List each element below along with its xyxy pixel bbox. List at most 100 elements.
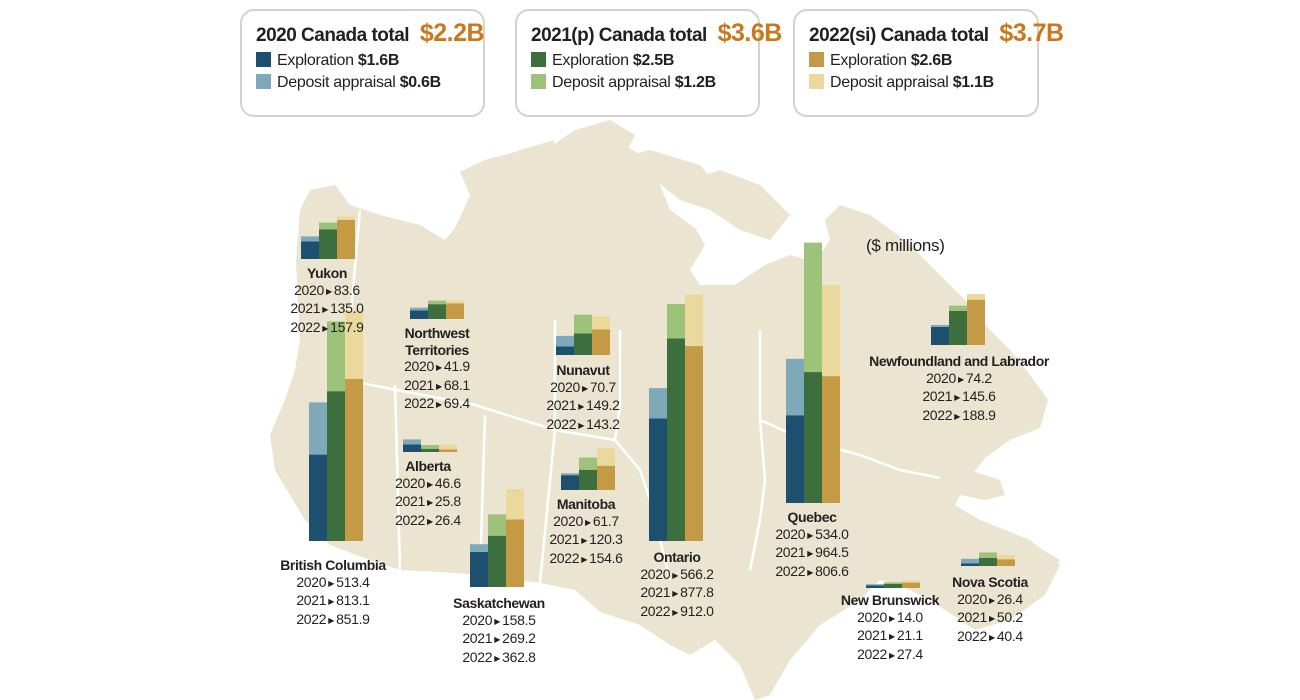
value-label: 566.2: [680, 565, 714, 582]
region-value-row: 2020 ▶ 534.0: [702, 526, 922, 545]
british-columbia-2021-exploration-bar: [327, 391, 345, 541]
region-value-row: 2022 ▶ 157.9: [217, 319, 437, 338]
triangle-right-icon: ▶: [989, 595, 995, 605]
year-label: 2022: [549, 549, 580, 566]
region-value-row: 2020 ▶ 41.9: [327, 358, 547, 377]
year-label: 2021: [296, 592, 327, 608]
british-columbia-2021-deposit-bar: [327, 321, 345, 392]
year-label: 2022: [395, 511, 426, 528]
quebec-2021-deposit-bar: [804, 242, 822, 373]
region-value-row: 2021 ▶ 149.2: [473, 397, 693, 416]
nunavut-2022-deposit-bar: [592, 316, 610, 330]
value-label: 61.7: [592, 512, 619, 529]
year-label: 2020: [296, 573, 327, 590]
nova-scotia-2021-exploration-bar: [979, 557, 997, 566]
value-label: 154.6: [589, 549, 623, 566]
value-label: 877.8: [680, 584, 714, 600]
yukon-2020-exploration-bar: [301, 241, 319, 259]
manitoba-2020-exploration-bar: [561, 475, 579, 490]
region-label-quebec: Quebec 2020 ▶ 534.0 2021 ▶ 964.5 2022 ▶ 806.6: [702, 509, 922, 581]
region-value-row: 2022 ▶ 362.8: [389, 649, 609, 668]
alberta-2022-deposit-bar: [439, 444, 457, 450]
region-value-row: 2020 ▶ 46.6: [318, 475, 538, 494]
value-label: 46.6: [434, 474, 461, 491]
deposit-swatch: [809, 74, 824, 89]
region-value-row: 2022 ▶ 188.9: [849, 407, 1069, 426]
triangle-right-icon: ▶: [958, 374, 964, 384]
newfoundland-and-labrador-2020-exploration-bar: [931, 326, 949, 345]
legend-exploration-row: Exploration $2.5B: [531, 52, 746, 70]
legend-heading: 2020 Canada total $2.2B: [256, 19, 485, 48]
yukon-2020-deposit-bar: [301, 236, 319, 242]
new-brunswick-2022-exploration-bar: [902, 582, 920, 588]
region-value-row: 2020 ▶ 83.6: [217, 282, 437, 301]
year-label: 2022: [546, 415, 577, 432]
saskatchewan-2020-exploration-bar: [470, 551, 488, 587]
region-name: Nunavut: [556, 362, 610, 378]
nunavut-2020-exploration-bar: [556, 346, 574, 355]
new-brunswick-2022-deposit-bar: [902, 580, 920, 583]
legend-exploration-label: Exploration: [277, 52, 354, 69]
quebec-2020-exploration-bar: [786, 415, 804, 503]
region-name: Quebec: [787, 509, 837, 525]
triangle-right-icon: ▶: [322, 305, 329, 314]
region-value-row: 2021 ▶ 120.3: [476, 531, 696, 550]
value-label: 269.2: [502, 630, 536, 646]
alberta-2021-deposit-bar: [421, 445, 439, 449]
region-value-row: 2020 ▶ 158.5: [389, 612, 609, 631]
legend-total: $3.6B: [717, 19, 783, 47]
value-label: 14.0: [896, 608, 923, 625]
yukon-2021-deposit-bar: [319, 222, 337, 230]
nunavut-2021-deposit-bar: [574, 314, 592, 334]
triangle-right-icon: ▶: [578, 402, 585, 411]
nova-scotia-2021-deposit-bar: [979, 552, 997, 558]
region-value-row: 2020 ▶ 14.0: [780, 609, 1000, 628]
value-label: 813.1: [336, 592, 370, 608]
value-label: 40.4: [996, 627, 1023, 644]
year-label: 2020: [640, 565, 671, 582]
region-value-row: 2021 ▶ 877.8: [567, 584, 787, 603]
quebec-2021-exploration-bar: [804, 372, 822, 503]
region-name: Alberta: [405, 458, 451, 474]
region-value-row: 2021 ▶ 25.8: [318, 493, 538, 512]
legend-exploration-row: Exploration $2.6B: [809, 52, 1025, 70]
ontario-2022-deposit-bar: [685, 294, 703, 347]
legend-label: 2022(si) Canada total: [809, 25, 989, 46]
region-value-row: 2020 ▶ 513.4: [223, 574, 443, 593]
year-label: 2022: [857, 645, 888, 662]
legend-2022: 2022(si) Canada total $3.7B Exploration …: [793, 9, 1064, 117]
legend-label: 2021(p) Canada total: [531, 25, 707, 46]
deposit-swatch: [531, 74, 546, 89]
value-label: 26.4: [996, 590, 1023, 607]
triangle-right-icon: ▶: [322, 323, 329, 333]
legend-label: 2020 Canada total: [256, 25, 410, 46]
triangle-right-icon: ▶: [427, 498, 433, 507]
nunavut-2021-exploration-bar: [574, 333, 592, 355]
region-label-newfoundland-and-labrador: Newfoundland and Labrador 2020 ▶ 74.2 2021 ▶ 1…: [849, 353, 1069, 425]
newfoundland-and-labrador-2020-deposit-bar: [931, 324, 949, 327]
year-label: 2022: [404, 395, 435, 411]
triangle-right-icon: ▶: [326, 286, 332, 296]
value-label: 964.5: [815, 544, 849, 560]
region-value-row: 2022 ▶ 912.0: [567, 603, 787, 622]
newfoundland-and-labrador-2022-deposit-bar: [967, 293, 985, 300]
british-columbia-2022-deposit-bar: [345, 310, 363, 379]
value-label: 25.8: [434, 493, 461, 509]
region-name: New Brunswick: [840, 592, 940, 608]
value-label: 74.2: [965, 369, 992, 386]
legend-deposit-value: $0.6B: [399, 74, 442, 91]
triangle-right-icon: ▶: [328, 578, 335, 588]
value-label: 21.1: [896, 627, 923, 643]
newfoundland-and-labrador-2021-exploration-bar: [949, 310, 967, 345]
ontario-2020-deposit-bar: [649, 388, 667, 419]
manitoba-2022-exploration-bar: [597, 465, 615, 490]
triangle-right-icon: ▶: [436, 363, 442, 372]
legend-deposit-label: Deposit appraisal: [277, 74, 396, 91]
newfoundland-and-labrador-2021-deposit-bar: [949, 305, 967, 311]
value-label: 851.9: [336, 610, 370, 627]
triangle-right-icon: ▶: [807, 530, 814, 540]
region-value-row: 2021 ▶ 68.1: [327, 377, 547, 396]
value-label: 143.2: [586, 415, 620, 432]
british-columbia-2020-deposit-bar: [309, 402, 327, 455]
